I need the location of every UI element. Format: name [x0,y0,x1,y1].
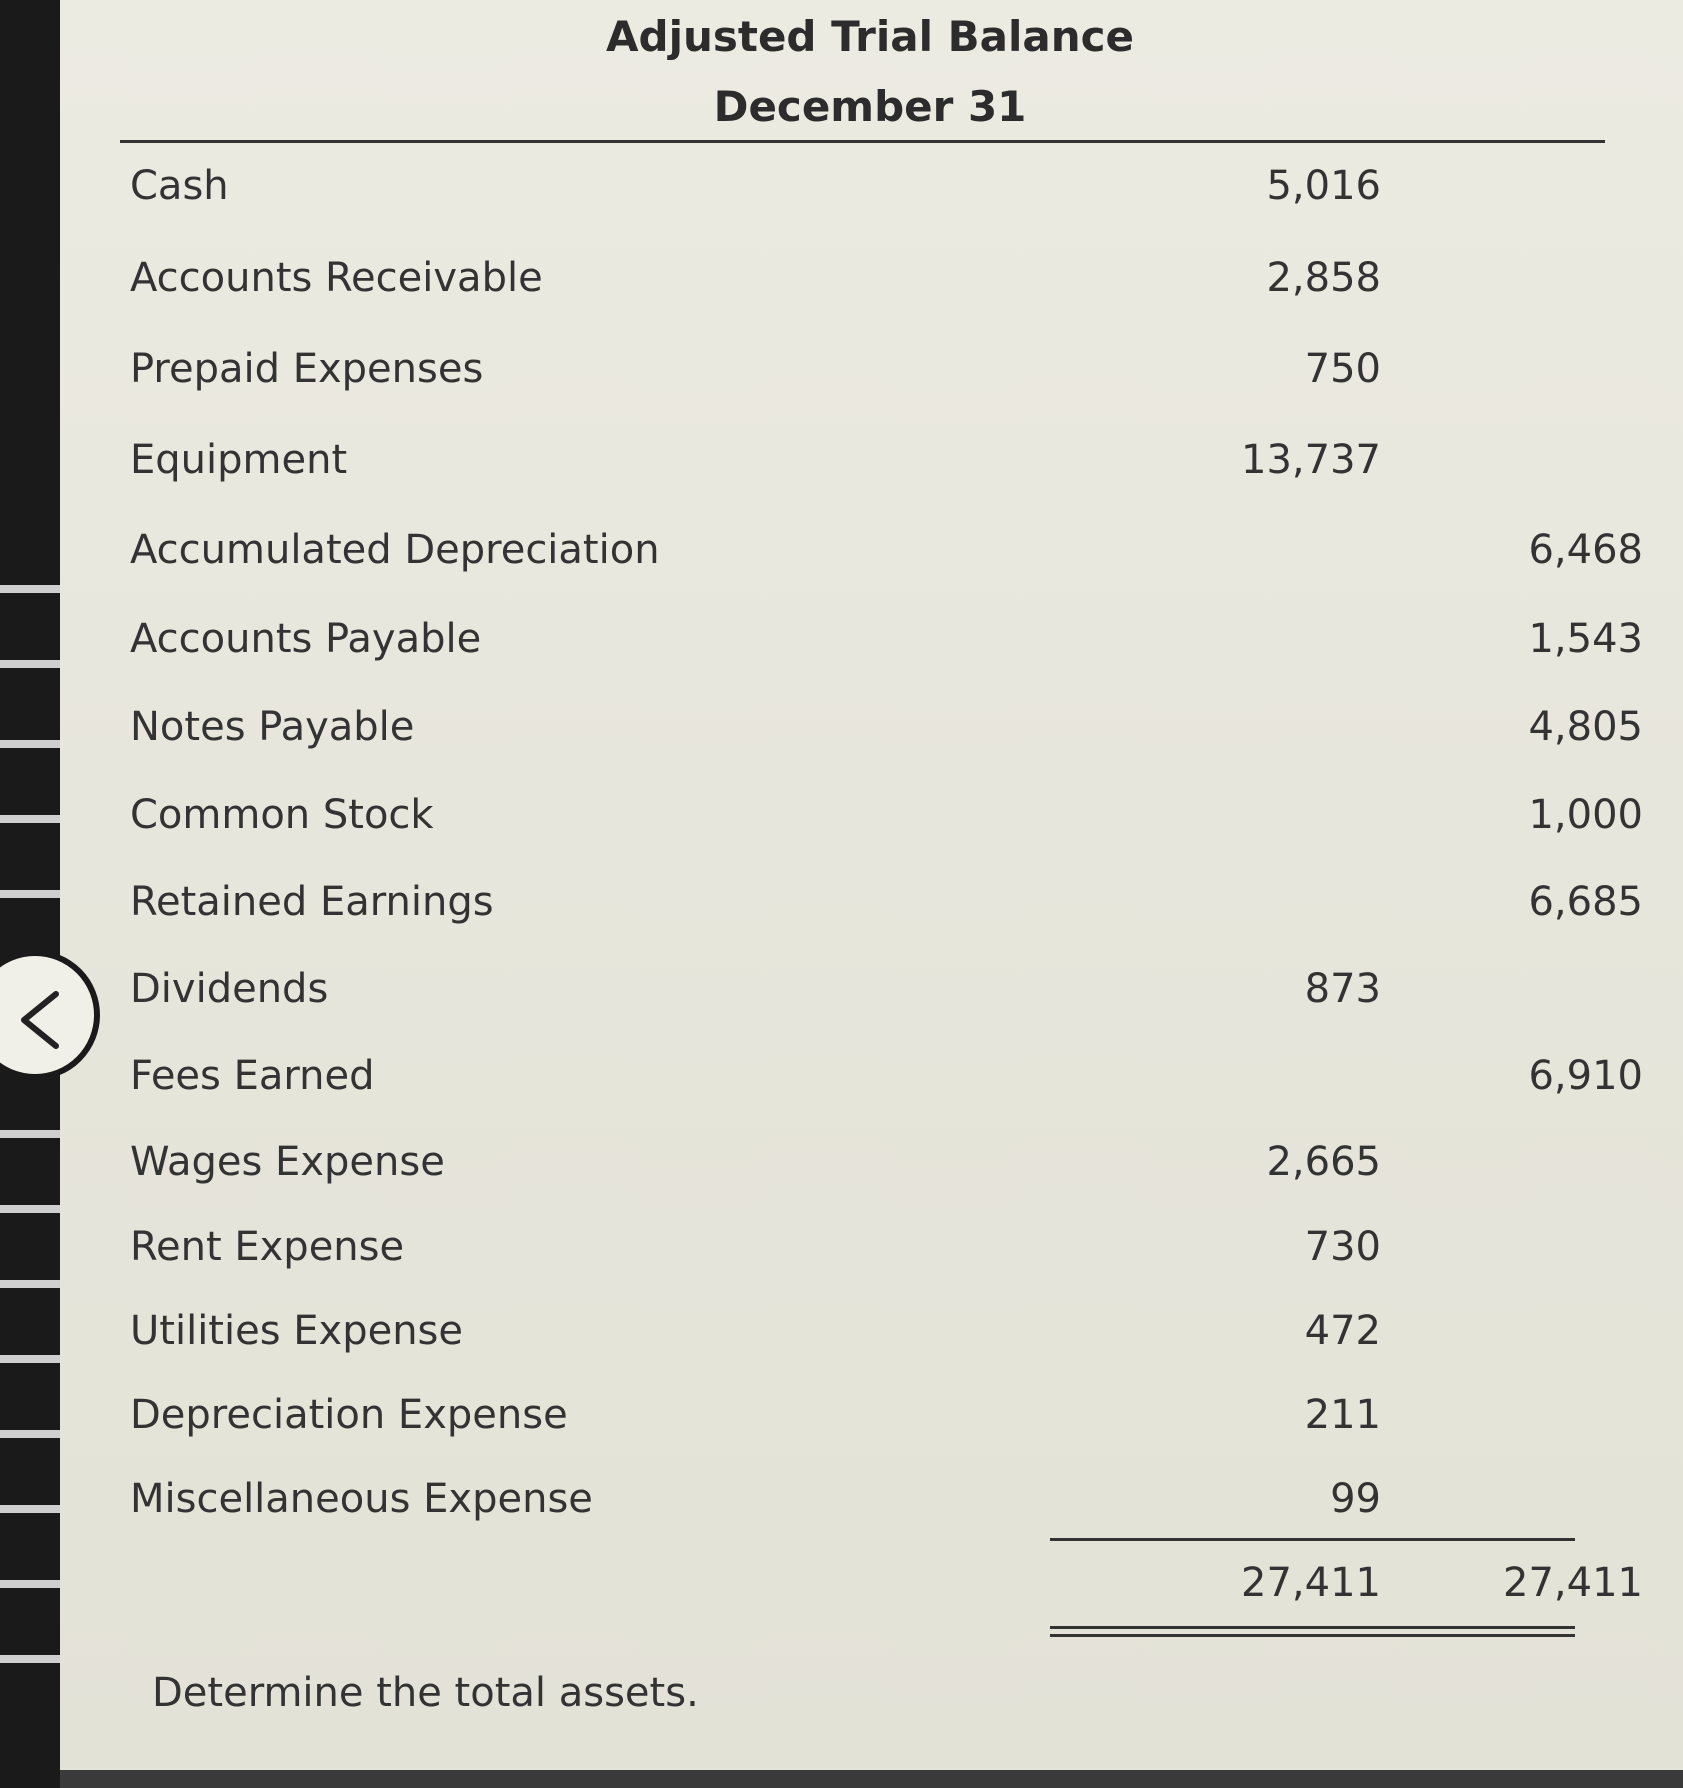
table-row: Accounts Receivable 2,858 [60,255,1683,325]
account-name: Retained Earnings [130,879,494,925]
table-row: Prepaid Expenses 750 [60,346,1683,416]
credit-amount: 6,685 [1528,879,1643,925]
debit-amount: 211 [1304,1392,1381,1438]
report-title: Adjusted Trial Balance [606,12,1134,61]
account-name: Equipment [130,437,348,483]
table-row: Depreciation Expense 211 [60,1392,1683,1462]
table-row: Notes Payable 4,805 [60,704,1683,774]
debit-amount: 13,737 [1241,437,1381,483]
account-name: Fees Earned [130,1053,375,1099]
account-name: Common Stock [130,792,434,838]
credit-amount: 6,468 [1528,527,1643,573]
credit-amount: 1,000 [1528,792,1643,838]
account-name: Rent Expense [130,1224,405,1270]
account-name: Wages Expense [130,1139,445,1185]
account-name: Depreciation Expense [130,1392,568,1438]
debit-amount: 2,858 [1266,255,1381,301]
debit-amount: 873 [1304,966,1381,1012]
account-name: Utilities Expense [130,1308,464,1354]
header-rule [120,140,1605,143]
account-name: Accounts Payable [130,616,482,662]
double-rule-top [1050,1626,1575,1629]
credit-amount: 1,543 [1528,616,1643,662]
table-row: Accumulated Depreciation 6,468 [60,527,1683,597]
debit-amount: 472 [1304,1308,1381,1354]
credit-amount: 6,910 [1528,1053,1643,1099]
table-row: Common Stock 1,000 [60,792,1683,862]
debit-amount: 99 [1330,1476,1381,1522]
account-name: Miscellaneous Expense [130,1476,593,1522]
table-row: Accounts Payable 1,543 [60,616,1683,686]
account-name: Notes Payable [130,704,415,750]
table-row: Miscellaneous Expense 99 [60,1476,1683,1546]
debit-amount: 5,016 [1266,163,1381,209]
account-name: Prepaid Expenses [130,346,484,392]
subtotal-rule [1050,1538,1575,1541]
table-row: Wages Expense 2,665 [60,1139,1683,1209]
credit-amount: 4,805 [1528,704,1643,750]
account-name: Cash [130,163,229,209]
document-screen: Adjusted Trial Balance December 31 Cash … [60,0,1683,1788]
debit-amount: 730 [1304,1224,1381,1270]
question-text: Determine the total assets. [152,1670,699,1716]
back-button[interactable] [0,950,100,1080]
total-credit: 27,411 [1503,1560,1643,1606]
table-row: Retained Earnings 6,685 [60,879,1683,949]
table-row: Utilities Expense 472 [60,1308,1683,1378]
table-row: Fees Earned 6,910 [60,1053,1683,1123]
debit-amount: 750 [1304,346,1381,392]
screen-edge [60,1770,1683,1788]
account-name: Dividends [130,966,329,1012]
table-row: Cash 5,016 [60,163,1683,233]
table-row: Dividends 873 [60,966,1683,1036]
table-row: Equipment 13,737 [60,437,1683,507]
debit-amount: 2,665 [1266,1139,1381,1185]
total-debit: 27,411 [1241,1560,1381,1606]
account-name: Accumulated Depreciation [130,527,660,573]
account-name: Accounts Receivable [130,255,543,301]
table-row: Rent Expense 730 [60,1224,1683,1294]
trial-balance-table: Cash 5,016 Accounts Receivable 2,858 Pre… [60,0,1683,1600]
totals-row: 27,411 27,411 [60,1560,1683,1620]
report-date: December 31 [713,82,1027,131]
chevron-left-icon [21,991,59,1049]
double-rule-bottom [1050,1634,1575,1637]
monitor-bezel [0,0,60,1788]
